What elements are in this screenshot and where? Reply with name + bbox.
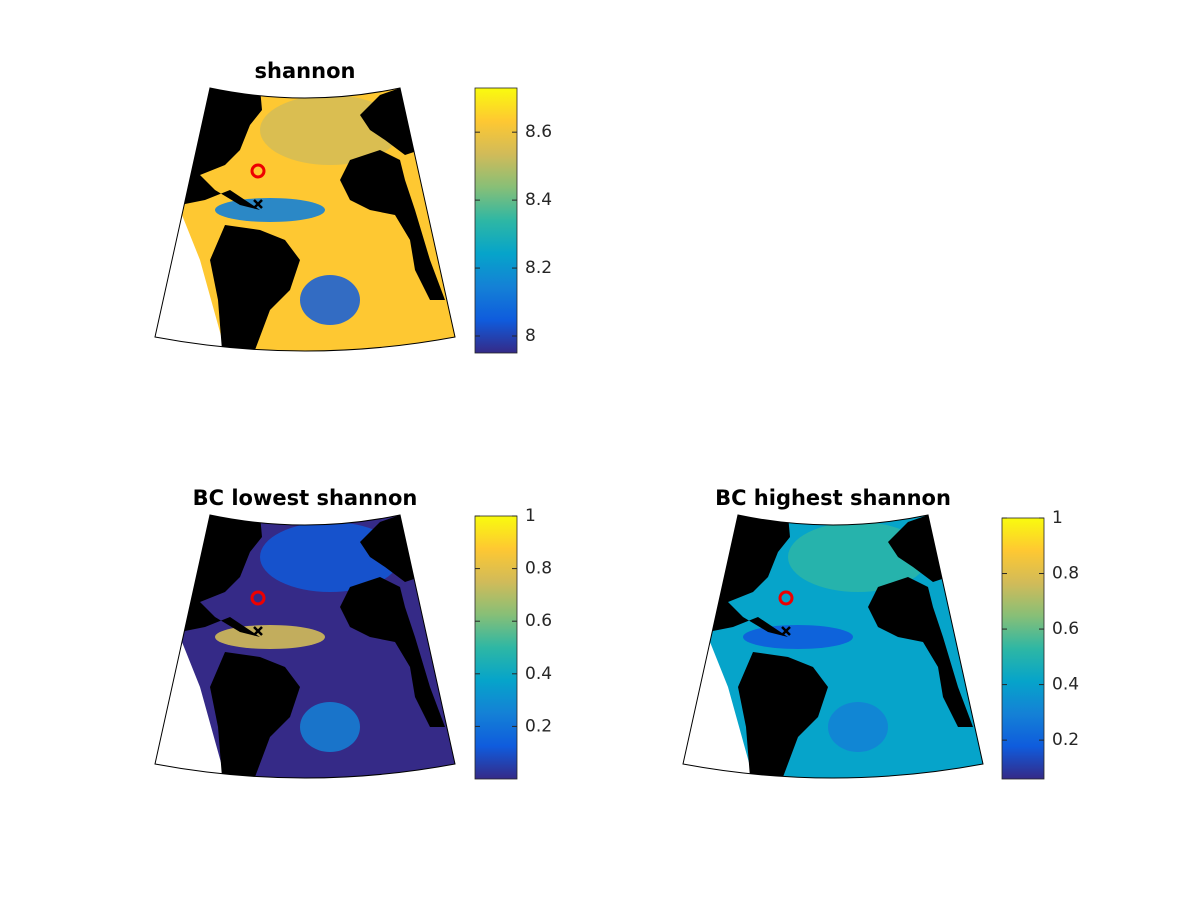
colorbar (1001, 517, 1045, 780)
land (753, 519, 776, 539)
site-marker (250, 163, 266, 179)
ocean-field (215, 625, 325, 649)
ocean-field (828, 702, 888, 752)
colorbar-label: 0.6 (525, 611, 552, 631)
colorbar-label: 1 (525, 506, 536, 526)
colorbar-label: 0.6 (1052, 619, 1079, 639)
colorbar-label: 0.2 (525, 716, 552, 736)
colorbar-label: 8.2 (525, 258, 552, 278)
map-frame (154, 514, 456, 779)
land (340, 577, 445, 727)
land (210, 652, 300, 777)
map-panel (154, 87, 456, 352)
panel-title: BC lowest shannon (193, 486, 418, 510)
colorbar (474, 515, 518, 780)
land (738, 652, 828, 777)
land (868, 577, 973, 727)
map-frame (682, 514, 984, 779)
map-frame (154, 87, 456, 352)
colorbar (474, 87, 518, 354)
x-marker (253, 626, 263, 636)
x-marker (253, 199, 263, 209)
ocean-field (215, 198, 325, 222)
x-marker (781, 626, 791, 636)
colorbar-label: 0.8 (1052, 564, 1079, 584)
land (340, 150, 445, 300)
ocean-field (300, 275, 360, 325)
site-marker (778, 590, 794, 606)
colorbar-label: 0.4 (1052, 675, 1079, 695)
colorbar-label: 0.4 (525, 664, 552, 684)
land (225, 92, 248, 112)
colorbar-label: 8.6 (525, 122, 552, 142)
map-panel (682, 514, 984, 779)
land (225, 519, 248, 539)
map-panel (154, 514, 456, 779)
land (210, 225, 300, 350)
ocean-field (743, 625, 853, 649)
colorbar-label: 1 (1052, 508, 1063, 528)
colorbar-label: 8.4 (525, 190, 552, 210)
panel-title: shannon (255, 59, 356, 83)
colorbar-label: 0.2 (1052, 730, 1079, 750)
ocean-field (300, 702, 360, 752)
colorbar-label: 0.8 (525, 559, 552, 579)
panel-title: BC highest shannon (715, 486, 951, 510)
colorbar-label: 8 (525, 326, 536, 346)
site-marker (250, 590, 266, 606)
